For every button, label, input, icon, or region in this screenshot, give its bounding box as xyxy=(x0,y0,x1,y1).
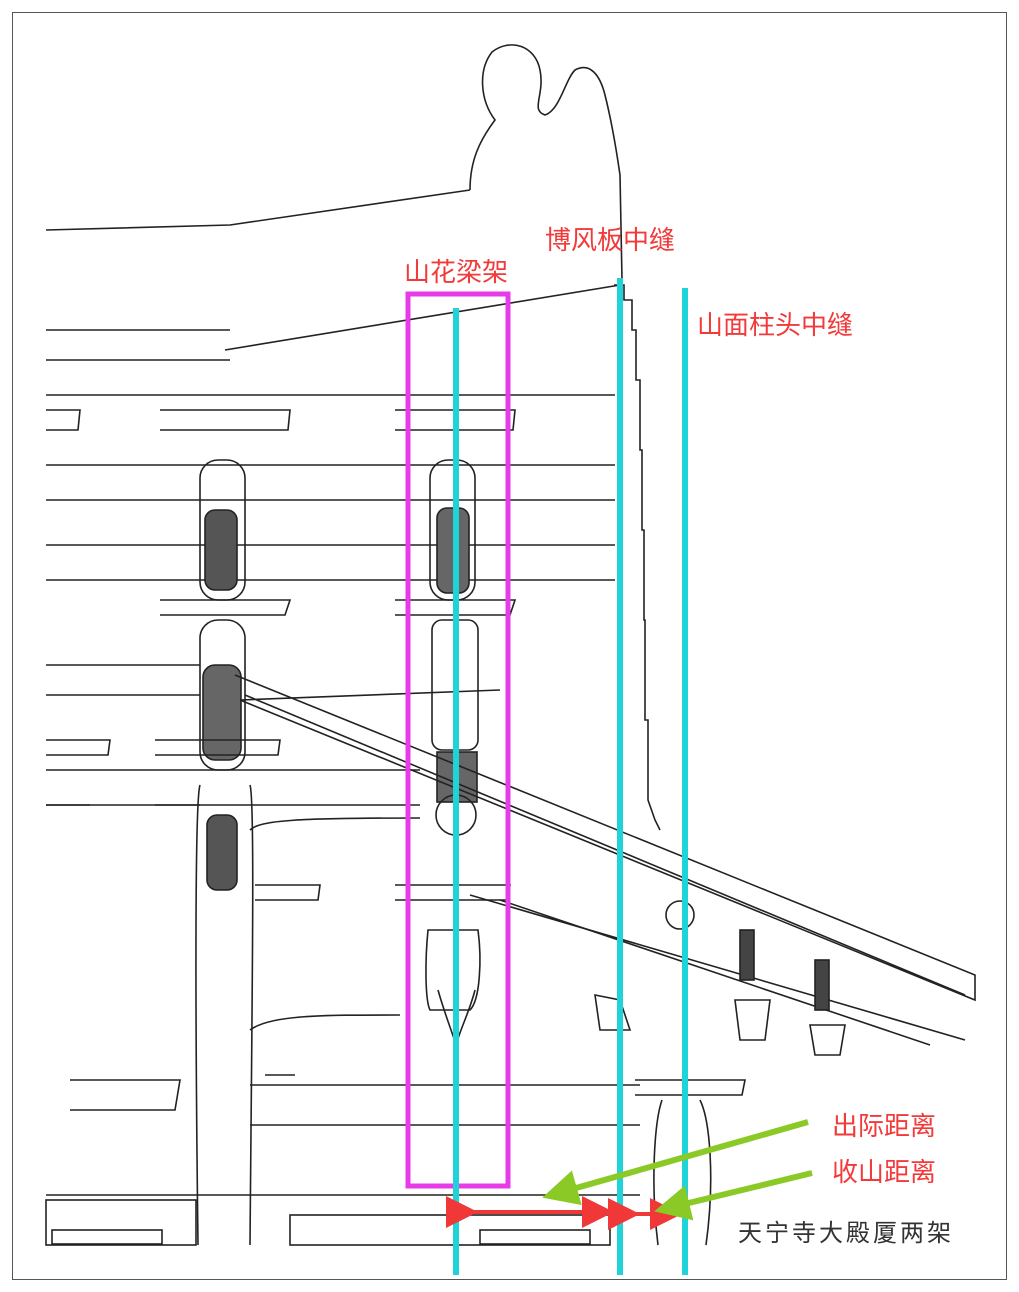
column-carving xyxy=(206,814,238,891)
label-shoushan: 收山距离 xyxy=(832,1158,937,1188)
guide-lines xyxy=(453,278,688,1275)
ridge-ornament xyxy=(469,44,623,281)
shoushan-pointer-arrow xyxy=(654,1170,813,1221)
label-shanmian-seam: 山面柱头中缝 xyxy=(697,311,854,341)
left-column xyxy=(195,784,254,1246)
label-bofeng-seam: 博风板中缝 xyxy=(545,226,676,256)
main-rafter xyxy=(234,674,976,1002)
roof-outline xyxy=(45,189,471,231)
pointer-arrows xyxy=(542,1119,813,1221)
line-drawing xyxy=(45,44,976,1246)
chuji-pointer-arrow xyxy=(542,1119,809,1206)
dimension-arrows xyxy=(446,1196,682,1230)
bofeng-steps xyxy=(614,284,661,831)
label-shanhua-frame: 山花梁架 xyxy=(404,258,509,288)
label-chuji: 出际距离 xyxy=(832,1112,937,1142)
figure-caption: 天宁寺大殿厦两架 xyxy=(738,1219,954,1247)
